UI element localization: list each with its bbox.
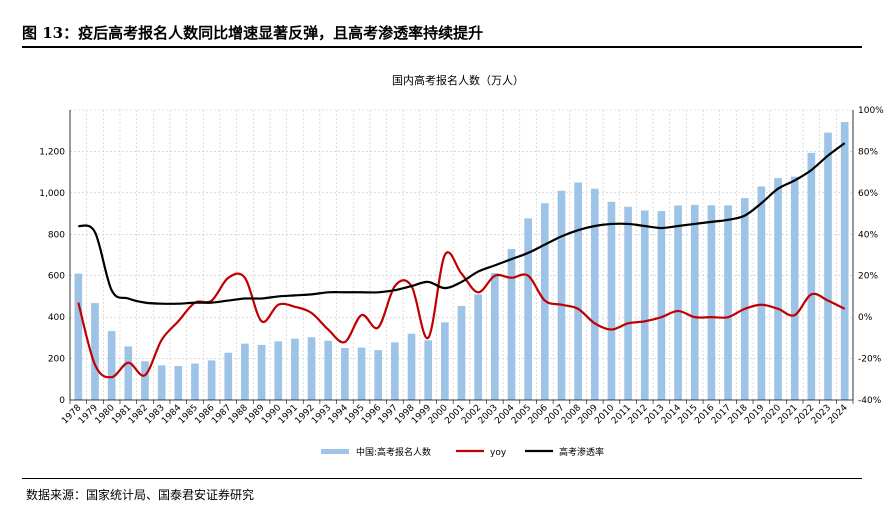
bar <box>824 132 832 401</box>
bar <box>324 340 333 400</box>
bar <box>690 204 699 400</box>
axes <box>69 110 854 404</box>
legend-swatch-enrollment <box>321 449 349 454</box>
legend-label-enrollment: 中国:高考报名人数 <box>356 446 431 458</box>
legend-label-penetration: 高考渗透率 <box>559 446 604 458</box>
left-tick-label: 0 <box>59 396 65 406</box>
bar <box>574 182 582 400</box>
bar <box>107 331 116 400</box>
bar <box>407 333 416 400</box>
left-tick-label: 200 <box>48 355 65 365</box>
bar <box>291 338 299 400</box>
bar <box>774 178 782 400</box>
left-tick-label: 400 <box>48 313 65 323</box>
x-tick-label: 2024 <box>827 403 850 426</box>
bar <box>707 205 716 400</box>
legend-label-yoy: yoy <box>490 448 507 458</box>
right-axis-ticks: -40% -20% 0% 20% 40% 60% 80% 100% <box>858 106 884 406</box>
bar <box>740 198 749 400</box>
bar <box>141 361 149 400</box>
bar <box>624 206 632 400</box>
bar <box>374 350 383 400</box>
right-tick-label: 20% <box>858 272 878 282</box>
left-tick-label: 800 <box>48 230 65 240</box>
bar <box>307 337 316 400</box>
source-note: 数据来源：国家统计局、国泰君安证券研究 <box>26 488 255 502</box>
bar <box>74 273 83 400</box>
bar <box>191 363 199 400</box>
bar <box>840 122 849 400</box>
bar <box>424 340 433 400</box>
bar <box>607 201 616 400</box>
bar <box>207 360 216 400</box>
bar <box>640 210 649 400</box>
bar <box>807 152 816 400</box>
right-tick-label: 100% <box>858 106 884 116</box>
source-rule <box>22 478 862 479</box>
title-rule <box>22 46 862 48</box>
right-tick-label: 80% <box>858 147 878 157</box>
bar <box>524 218 532 400</box>
bar <box>490 273 499 400</box>
bar <box>757 186 766 400</box>
bar <box>507 248 516 400</box>
bar <box>441 322 449 400</box>
bar <box>174 366 183 400</box>
left-axis-ticks: 0 200 400 600 800 1,000 1,200 <box>39 147 65 406</box>
bar <box>257 344 266 400</box>
bar <box>474 294 482 400</box>
left-tick-label: 1,000 <box>39 189 65 199</box>
penetration-line <box>77 142 846 305</box>
right-tick-label: 40% <box>858 230 878 240</box>
right-tick-label: 60% <box>858 189 878 199</box>
right-tick-label: -40% <box>858 396 882 406</box>
bar <box>241 343 249 400</box>
bar <box>274 341 283 400</box>
right-tick-label: 0% <box>858 313 873 323</box>
legend: 中国:高考报名人数 yoy 高考渗透率 <box>321 446 604 458</box>
figure-title: 图 13：疫后高考报名人数同比增速显著反弹，且高考渗透率持续提升 <box>22 24 484 42</box>
bar <box>357 347 366 400</box>
bar <box>657 211 666 400</box>
right-tick-label: -20% <box>858 355 882 365</box>
bar <box>724 205 732 400</box>
bar <box>341 348 349 400</box>
chart-title: 国内高考报名人数（万人） <box>392 73 524 87</box>
bar <box>91 303 99 400</box>
bar <box>391 342 399 400</box>
left-tick-label: 1,200 <box>39 147 65 157</box>
bar <box>224 352 233 400</box>
bar <box>790 176 799 400</box>
bar <box>590 188 599 400</box>
bar <box>557 190 566 400</box>
bar <box>157 365 166 400</box>
bar <box>124 346 133 400</box>
combo-chart: 国内高考报名人数（万人） 0 200 400 600 800 1,000 1,200 -40… <box>39 73 884 458</box>
bar <box>674 205 682 400</box>
left-tick-label: 600 <box>48 272 65 282</box>
bar <box>457 305 466 400</box>
x-axis-ticks: 1978197919801981198219831984198519861987… <box>60 403 850 426</box>
